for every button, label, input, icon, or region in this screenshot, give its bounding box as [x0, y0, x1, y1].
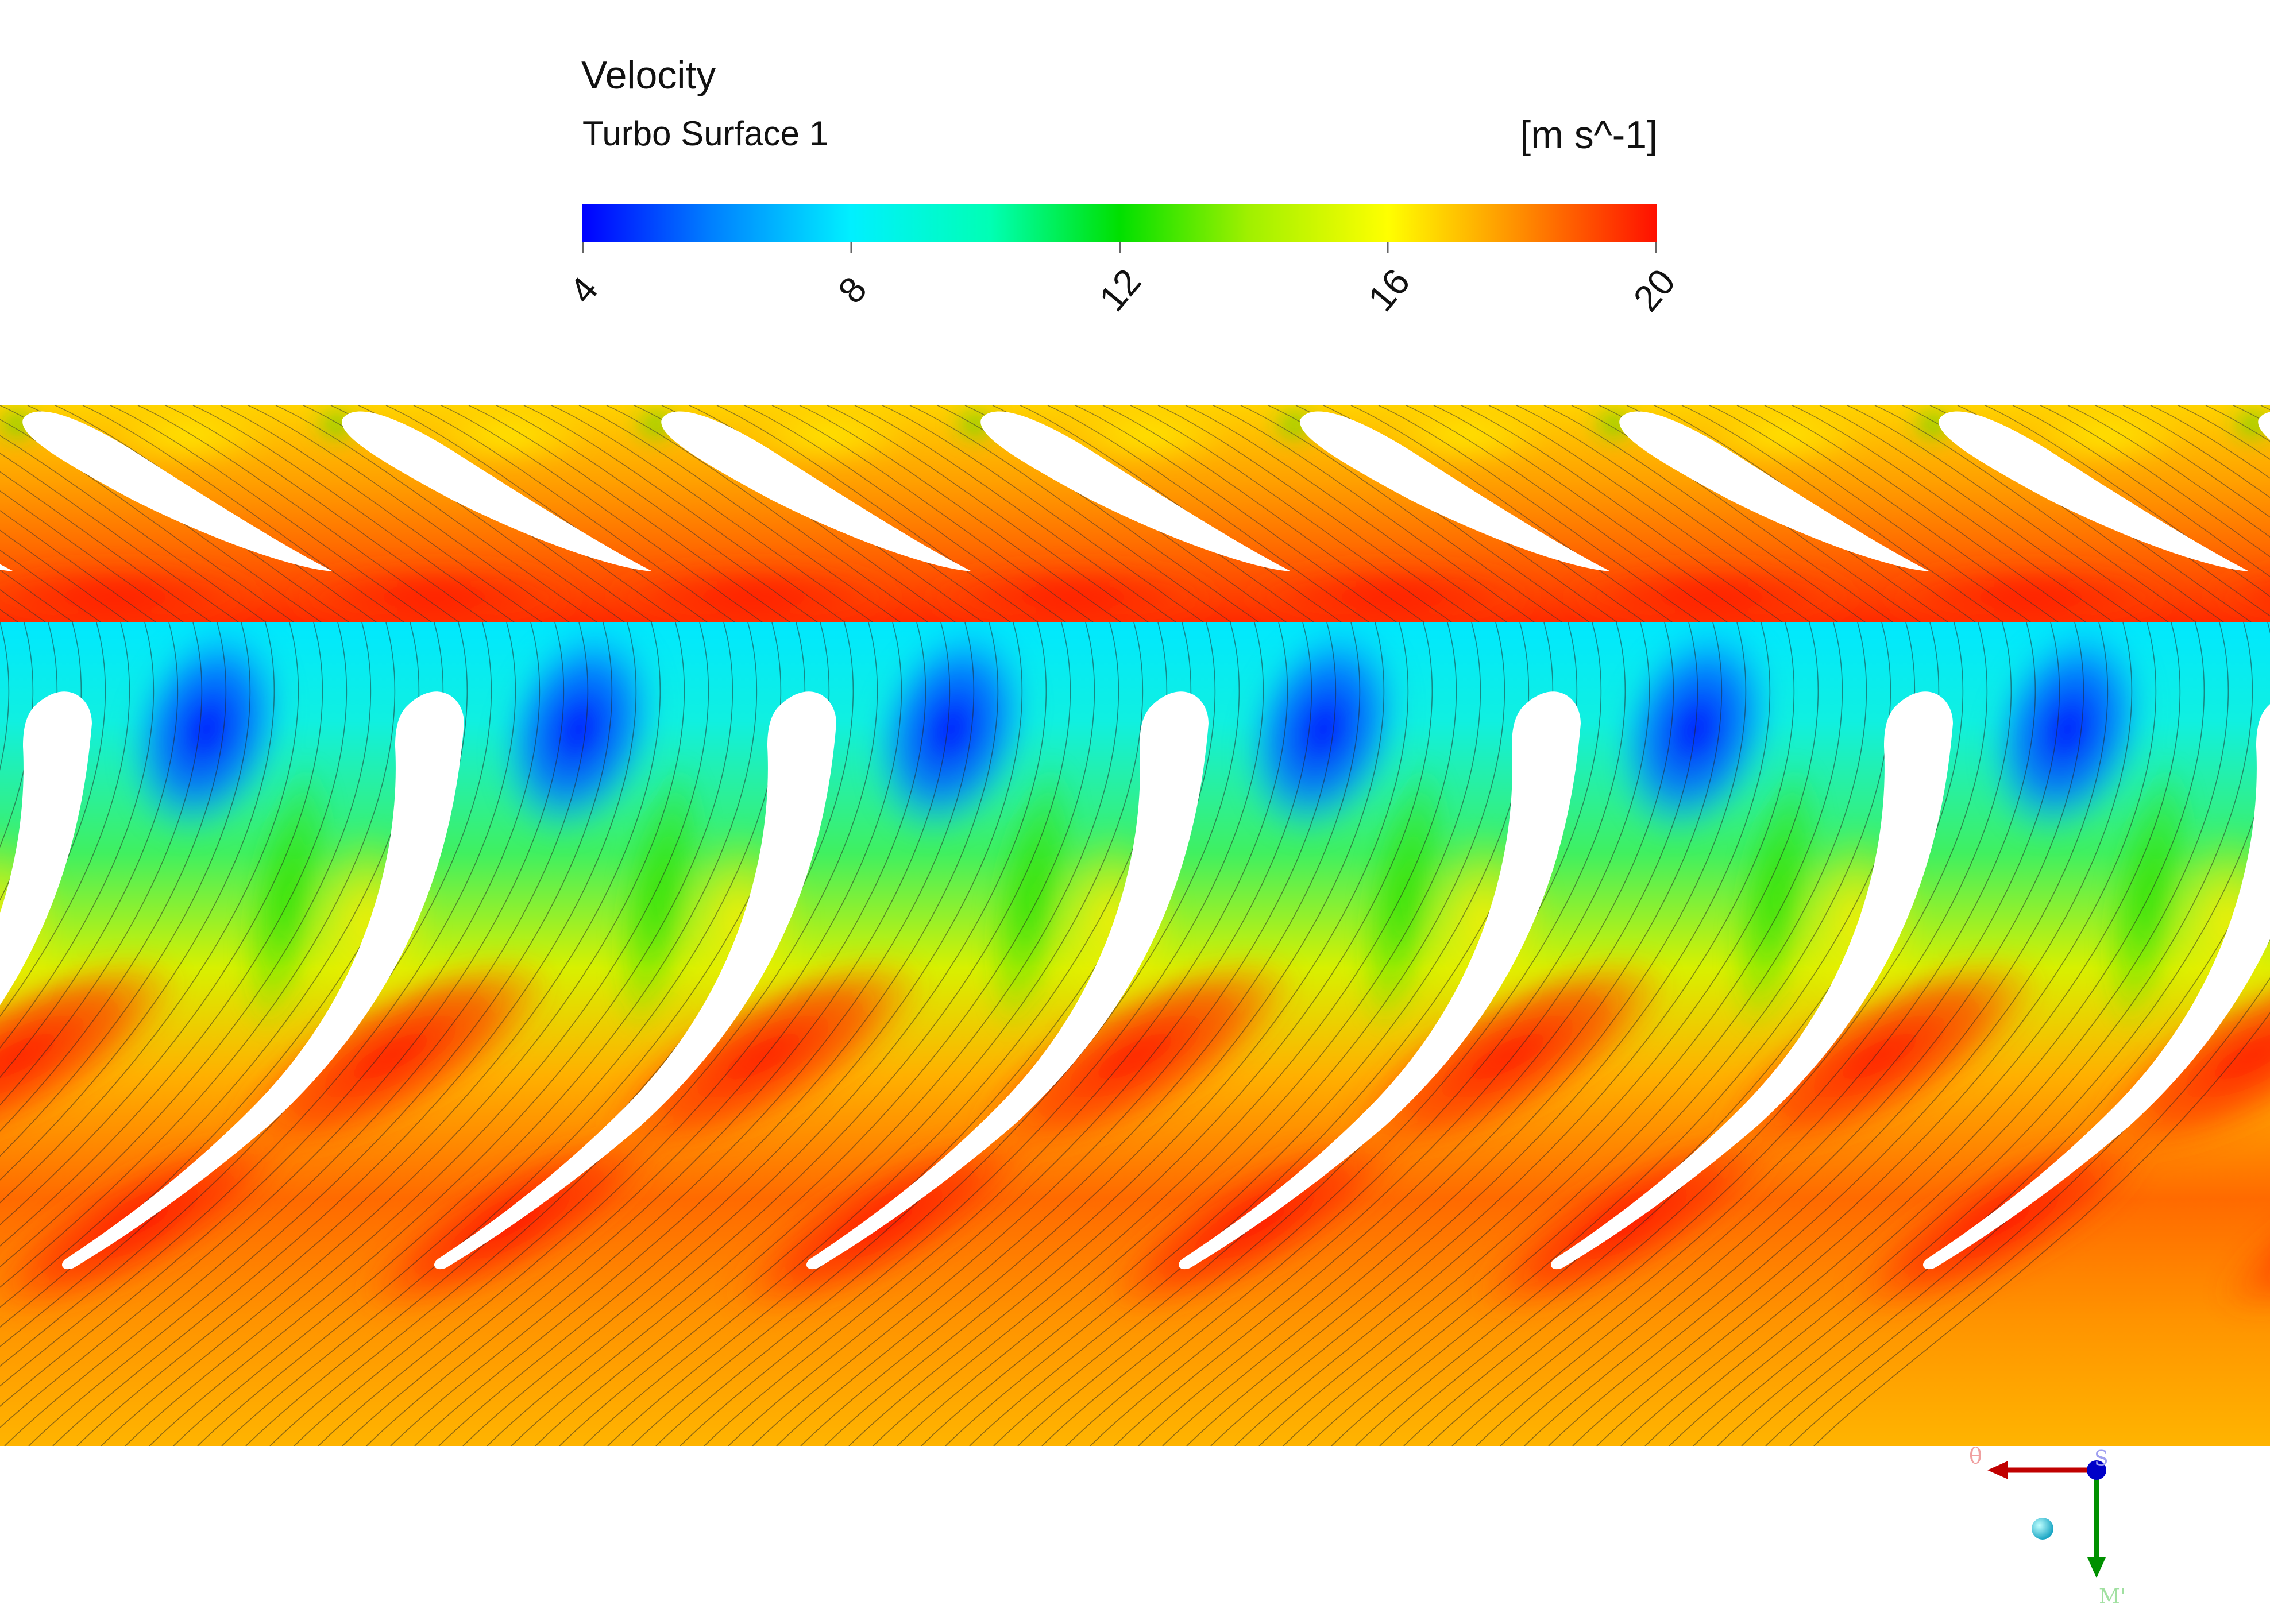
stator-blade: [1550, 691, 1953, 1270]
rotor-blade: [342, 411, 653, 571]
colorbar-gradient: [582, 204, 1657, 242]
legend-unit: [m s^-1]: [1520, 113, 1658, 157]
stator-blade: [806, 691, 1209, 1270]
rotor-blade: [1619, 411, 1930, 571]
theta-arrow-icon: [1987, 1461, 2008, 1479]
lower-blade-row: [0, 622, 2270, 1446]
s-label: S: [2094, 1447, 2109, 1471]
axis-triad: θ S M': [1969, 1443, 2126, 1608]
rotor-blade: [661, 411, 972, 571]
upper-blade-row: [0, 405, 2270, 622]
legend-title: Velocity: [581, 53, 716, 97]
rotor-blade: [2258, 412, 2270, 440]
m-label: M': [2099, 1585, 2126, 1608]
rotor-blade: [22, 411, 333, 571]
theta-label: θ: [1969, 1443, 1982, 1468]
rotor-blade: [1939, 411, 2249, 571]
rotor-blade: [1300, 411, 1611, 571]
stator-blade: [0, 691, 92, 1006]
m-arrow-icon: [2087, 1557, 2106, 1578]
rotor-blade: [980, 411, 1291, 571]
rotor-blade: [0, 564, 14, 571]
stator-blade: [434, 691, 836, 1270]
origin-marker-icon: [2032, 1518, 2053, 1540]
stator-blade: [1178, 691, 1581, 1270]
s-axis-dot: [2087, 1460, 2106, 1480]
stator-blade: [61, 691, 464, 1270]
legend-subtitle: Turbo Surface 1: [582, 114, 828, 153]
